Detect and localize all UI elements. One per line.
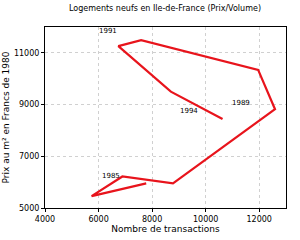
- svg-text:9000: 9000: [19, 100, 39, 109]
- svg-text:8000: 8000: [142, 215, 162, 224]
- svg-text:7000: 7000: [19, 152, 39, 161]
- svg-text:4000: 4000: [35, 215, 55, 224]
- svg-text:1994: 1994: [180, 107, 198, 115]
- svg-text:6000: 6000: [88, 215, 108, 224]
- svg-text:11000: 11000: [14, 49, 39, 58]
- svg-text:1985: 1985: [102, 172, 120, 180]
- svg-text:1989: 1989: [232, 99, 250, 107]
- svg-text:1991: 1991: [99, 27, 117, 35]
- svg-text:Prix au m² en Francs de 1980: Prix au m² en Francs de 1980: [1, 51, 11, 183]
- svg-text:Nombre de transactions: Nombre de transactions: [111, 224, 220, 234]
- svg-text:5000: 5000: [19, 204, 39, 213]
- svg-text:10000: 10000: [193, 215, 218, 224]
- svg-text:Logements neufs en Ile-de-Fran: Logements neufs en Ile-de-France (Prix/V…: [69, 4, 261, 13]
- svg-text:12000: 12000: [246, 215, 271, 224]
